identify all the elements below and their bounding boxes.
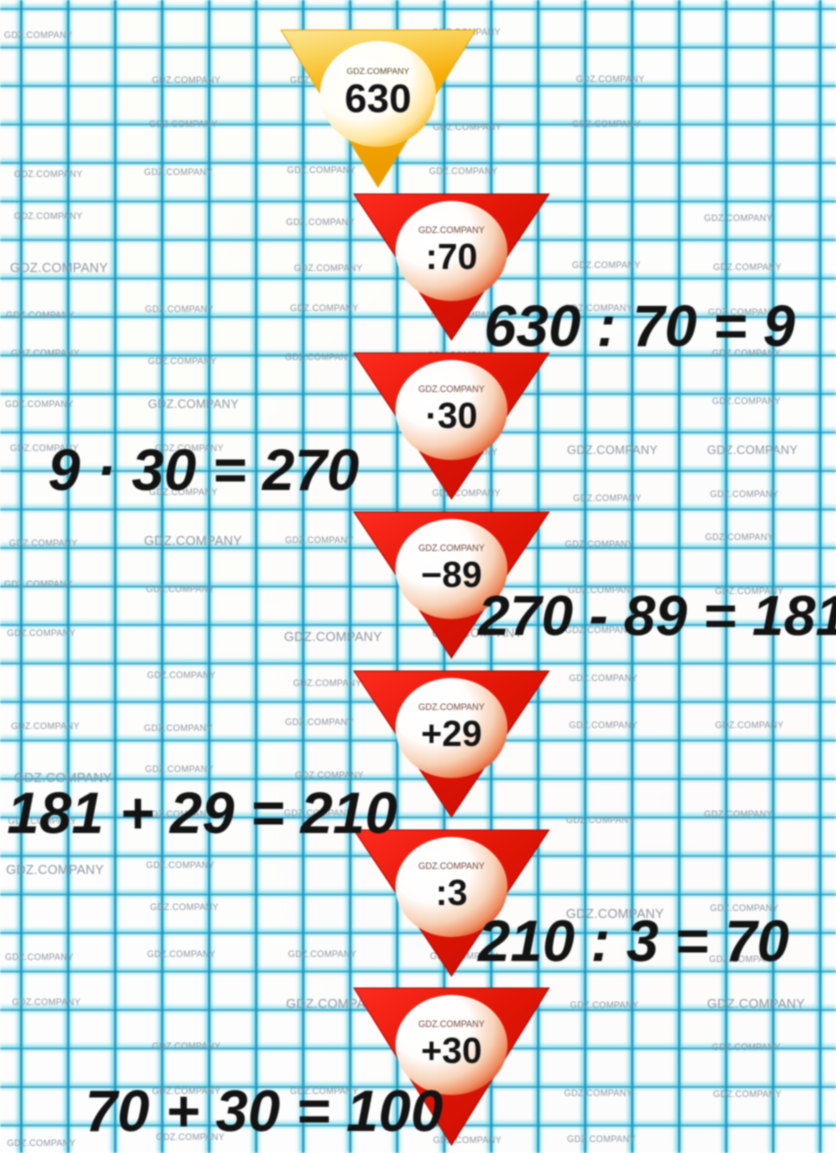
svg-text:+30: +30 [421,1030,482,1071]
svg-text:·30: ·30 [425,395,477,436]
svg-text::3: :3 [435,872,467,913]
svg-text:GDZ.COMPANY: GDZ.COMPANY [347,66,410,76]
svg-text::70: :70 [425,236,477,277]
svg-text:GDZ.COMPANY: GDZ.COMPANY [418,543,484,553]
svg-text:630: 630 [345,77,412,121]
svg-text:GDZ.COMPANY: GDZ.COMPANY [418,384,484,394]
svg-text:GDZ.COMPANY: GDZ.COMPANY [418,225,484,235]
svg-text:GDZ.COMPANY: GDZ.COMPANY [418,1019,484,1029]
svg-text:+29: +29 [421,713,482,754]
svg-text:−89: −89 [421,554,482,595]
svg-text:GDZ.COMPANY: GDZ.COMPANY [418,861,484,871]
svg-text:GDZ.COMPANY: GDZ.COMPANY [418,702,484,712]
